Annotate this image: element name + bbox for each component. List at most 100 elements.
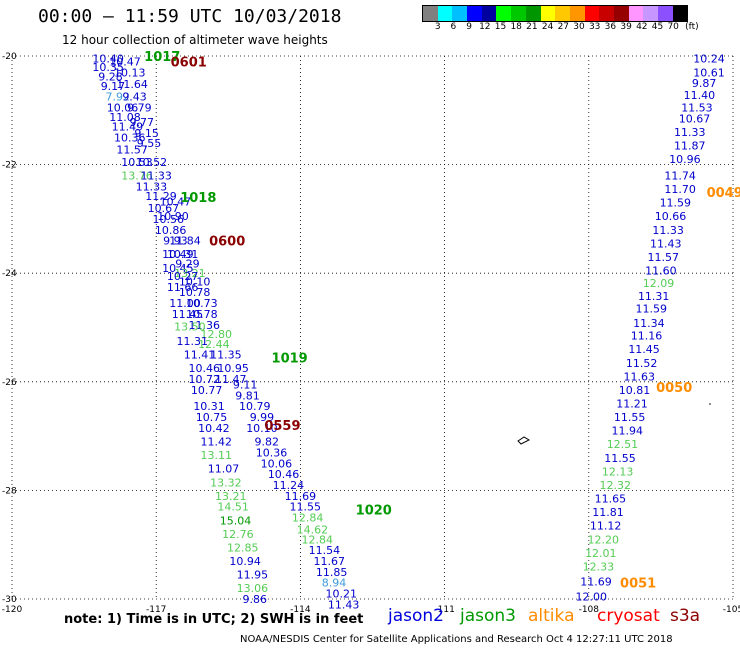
wave-height-point: 11.52 [626,357,658,370]
color-swatch-8 [540,6,556,21]
wave-height-point: 10.67 [148,202,180,215]
wave-height-point: 12.33 [583,560,615,573]
color-swatch-11 [584,6,600,21]
wave-height-point: 10.66 [655,210,687,223]
wave-height-point: 10.53 [121,156,153,169]
wave-height-point: 11.33 [140,169,172,182]
color-swatch-3 [467,6,482,21]
wave-height-point: 11.45 [172,308,204,321]
wave-height-point: 9.82 [255,436,280,449]
color-swatch-14 [628,6,644,21]
lon-tick-label: -120 [2,605,23,615]
wave-height-point: 11.49 [112,121,144,134]
wave-height-point: 11.69 [285,490,317,503]
wave-height-point: 11.40 [684,89,716,102]
lon-tick-label: -114 [290,605,311,615]
wave-height-point: 9.11 [233,379,258,392]
color-scale-label: 12 [479,22,491,32]
wave-height-point: 12.51 [607,438,639,451]
wave-height-point: 14.62 [297,523,329,536]
wave-height-point: 10.10 [246,422,278,435]
color-swatch-15 [643,6,658,21]
wave-height-point: 11.35 [210,349,242,362]
pass-time-label: 1017 [144,50,180,65]
pass-time-label: 0559 [264,419,300,434]
pass-time-label: 0049 [707,186,740,201]
wave-height-point: 13.32 [210,476,242,489]
wave-height-point: 11.43 [650,237,682,250]
wave-height-point: 12.44 [198,338,230,351]
wave-height-point: 11.47 [215,373,247,386]
color-scale-label: 30 [573,22,585,32]
wave-height-point: 9.81 [235,389,260,402]
pass-time-label: 0601 [171,55,207,70]
wave-height-point: 10.90 [157,210,189,223]
color-scale-label: 45 [651,22,664,32]
wave-height-point: 9.55 [137,137,162,150]
wave-height-point: 11.84 [169,235,201,248]
wave-height-point: 10.06 [107,102,139,115]
wave-height-point: 11.08 [109,111,141,124]
wave-height-point: 11.55 [289,501,321,514]
color-swatch-9 [555,6,570,21]
color-scale-label: 36 [604,22,617,32]
wave-height-point: 11.45 [628,343,660,356]
wave-height-point: 10.10 [179,275,211,288]
wave-height-point: 12.80 [201,328,233,341]
wave-height-point: 12.13 [602,465,634,478]
wave-height-point: 10.36 [256,446,288,459]
wave-height-point: 10.31 [167,248,199,261]
wave-height-point: 7.92 [105,91,130,104]
small-island-dot [709,403,711,405]
wave-height-point: 11.57 [116,143,148,156]
wave-height-point: 10.67 [679,112,711,125]
color-scale-label: 33 [588,22,601,32]
color-scale-label: (ft) [685,22,699,32]
wave-height-point: 10.73 [186,297,218,310]
wave-height-point: 11.43 [328,598,360,611]
color-scale-label: 42 [636,22,648,32]
wave-height-point: 10.36 [114,131,146,144]
wave-height-point: 11.53 [681,102,713,115]
wave-height-point: 10.13 [114,66,146,79]
wave-height-point: 11.64 [116,78,148,91]
wave-height-point: 12.00 [575,590,607,603]
color-swatch-16 [658,6,673,21]
wave-height-point: 10.21 [326,588,358,601]
wave-height-point: 9.29 [175,257,200,270]
wave-height-point: 11.66 [167,281,199,294]
wave-height-point: 10.49 [162,248,194,261]
wave-height-point: 10.78 [186,308,218,321]
lat-tick-label: -22 [2,161,17,171]
pass-time-label: 0051 [620,577,656,592]
wave-height-point: 12.84 [292,512,324,525]
wave-height-point: 11.21 [616,398,648,411]
color-scale-label: 39 [620,22,632,32]
wave-height-point: 10.47 [109,55,141,68]
wave-height-point: 10.24 [693,53,725,66]
wave-height-point: 12.01 [585,547,617,560]
wave-height-point: 11.31 [177,335,209,348]
wave-height-point: 10.31 [193,400,225,413]
wave-height-point: 10.52 [136,156,168,169]
wave-height-point: 11.12 [590,520,622,533]
color-scale-label: 70 [667,22,679,32]
lat-tick-label: -30 [2,595,17,605]
color-swatch-7 [525,6,541,21]
wave-height-point: 11.85 [316,566,348,579]
wave-height-point: 9.86 [242,593,267,606]
wave-height-point: 12.32 [599,479,631,492]
map-title: 00:00 – 11:59 UTC 10/03/2018 [38,6,342,27]
wave-height-point: 11.60 [645,264,677,277]
color-scale-label: 15 [494,22,507,32]
color-scale-labels: 3 6 9 12 15 18 21 24 27 30 33 36 39 42 45 70 (ft) [422,22,732,34]
wave-height-point: 14.51 [217,501,249,514]
wave-height-point: 11.16 [631,330,663,343]
wave-height-point: 11.34 [633,317,665,330]
lat-lon-grid [11,55,734,600]
wave-height-point: 11.69 [580,576,612,589]
color-swatch-0 [423,6,438,21]
wave-height-point: 10.72 [189,373,221,386]
